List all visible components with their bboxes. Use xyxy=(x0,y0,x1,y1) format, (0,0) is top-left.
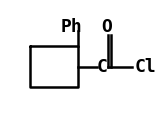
Text: Ph: Ph xyxy=(61,18,83,36)
Text: C: C xyxy=(97,58,108,76)
Text: Cl: Cl xyxy=(134,58,156,76)
Text: O: O xyxy=(101,18,112,36)
